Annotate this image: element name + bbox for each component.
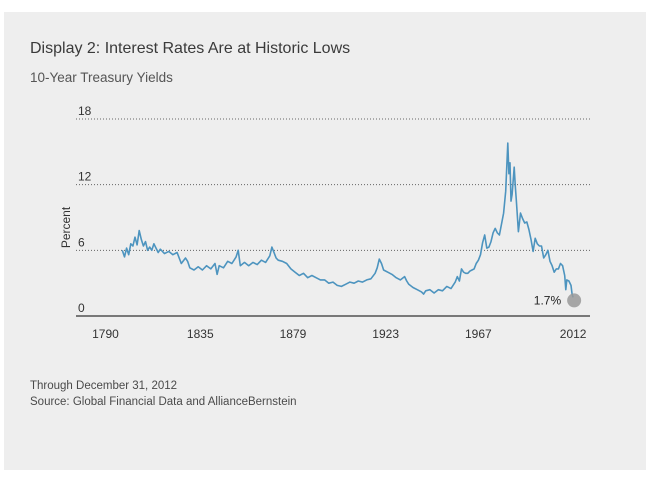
x-tick-labels: 1790 1835 1879 1923 1967 2012	[92, 327, 587, 341]
source-note: Source: Global Financial Data and Allian…	[30, 396, 297, 408]
end-point-marker	[567, 293, 582, 308]
y-tick-label: 6	[78, 235, 85, 249]
x-tick-label: 1790	[92, 327, 119, 341]
y-tick-label: 12	[78, 170, 92, 184]
x-tick-label: 1879	[280, 327, 307, 341]
y-axis-label: Percent	[59, 206, 73, 248]
x-tick-label: 1923	[372, 327, 399, 341]
y-tick-label: 0	[78, 301, 85, 315]
chart-subtitle: 10-Year Treasury Yields	[30, 70, 173, 85]
series-line-treasury-yield	[121, 142, 574, 298]
x-tick-label: 1967	[465, 327, 492, 341]
through-date-note: Through December 31, 2012	[30, 380, 178, 392]
chart-title: Display 2: Interest Rates Are at Histori…	[30, 40, 351, 57]
x-tick-label: 2012	[560, 327, 587, 341]
chart-notes: Through December 31, 2012 Source: Global…	[30, 378, 297, 410]
end-point-label: 1.7%	[534, 293, 562, 307]
y-tick-label: 18	[78, 104, 92, 118]
x-tick-label: 1835	[187, 327, 214, 341]
chart-panel: Display 2: Interest Rates Are at Histori…	[4, 12, 646, 470]
y-tick-labels: 0 6 12 18	[78, 104, 92, 315]
